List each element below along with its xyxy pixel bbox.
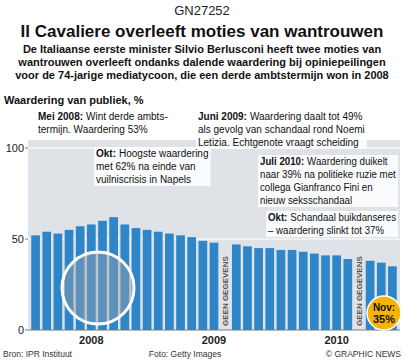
- title-group: Il Cavaliere overleeft moties van wantro…: [21, 22, 384, 41]
- annotation-line: Waardering daalt tot 49%: [250, 111, 363, 122]
- bar: [176, 235, 185, 330]
- callout-label: Nov:: [373, 302, 395, 313]
- source: Bron: IPR Instituut: [3, 349, 73, 359]
- annotation-text: Mei 2008:Wint derde ambts-termijn. Waard…: [38, 111, 168, 135]
- annotation-background: [258, 155, 398, 207]
- annotation: Juli 2010:Waardering duikelt naar 39% na …: [258, 155, 398, 207]
- credit: © GRAPHIC NEWS: [326, 349, 402, 359]
- bars: [31, 217, 397, 330]
- annotation-line: nieuw seksschandaal: [260, 195, 352, 206]
- annotation-label: Okt:: [268, 212, 287, 223]
- subtitle: De Italiaanse eerste minister Silvio Ber…: [23, 43, 382, 55]
- annotation-background: [266, 211, 398, 237]
- annotation-background: [94, 147, 211, 186]
- bar: [187, 237, 196, 330]
- callout-circle: [367, 296, 401, 330]
- bar: [143, 230, 152, 330]
- bar: [321, 255, 330, 330]
- subtitle: wantrouwen overleeft ondanks dalende waa…: [17, 56, 386, 68]
- annotation-line: termijn. Waardering 53%: [38, 124, 148, 135]
- annotation-line: Wint derde ambts-: [86, 111, 168, 122]
- annotation-text: Okt:Hoogste waardering met 62% na einde v…: [96, 148, 209, 185]
- bar: [277, 250, 286, 330]
- annotation: Mei 2008:Wint derde ambts-termijn. Waard…: [36, 110, 170, 136]
- bar: [31, 235, 40, 330]
- annotation-label: Juli 2010:: [260, 156, 304, 167]
- annotation-line: naar 39% na politieke ruzie met: [260, 169, 396, 180]
- grid-line: [28, 329, 400, 330]
- bar: [165, 234, 174, 330]
- photo: [62, 252, 134, 324]
- chart: GN27252 Il Cavaliere overleeft moties van…: [0, 0, 404, 361]
- no-data-label: GEEN GEGEVENS: [355, 256, 364, 326]
- annotation: Okt:Hoogste waardering met 62% na einde v…: [94, 147, 211, 186]
- bar: [343, 259, 352, 330]
- bar: [232, 244, 241, 330]
- y-tick-label: 0: [18, 324, 24, 336]
- bar: [42, 232, 51, 330]
- annotation-line: Letizia. Echtgenote vraagt scheiding: [198, 137, 359, 148]
- annotation-text: Juni 2009:Waardering daalt tot 49% als ge…: [198, 111, 365, 148]
- annotation-background: [36, 110, 170, 136]
- bar: [299, 252, 308, 330]
- annotation-line: met 62% na einde van: [96, 161, 196, 172]
- annotation-label: Mei 2008:: [38, 111, 83, 122]
- annotation-line: Waardering duikelt: [307, 156, 388, 167]
- bar: [243, 246, 252, 330]
- photo-credit: Foto: Getty Images: [149, 349, 221, 359]
- annotation-text: Okt:Schandaal buikdanseres – waardering s…: [268, 212, 396, 236]
- y-tick: [25, 239, 28, 240]
- bar: [154, 232, 163, 330]
- annotation-text: Juli 2010:Waardering duikelt naar 39% na …: [260, 156, 396, 206]
- subtitle: voor de 74-jarige mediatycoon, die een d…: [15, 69, 389, 81]
- y-tick-label: 50: [12, 233, 24, 245]
- y-tick-label: 100: [6, 142, 24, 154]
- bar: [198, 241, 207, 330]
- bar: [210, 243, 219, 330]
- annotation-background: [196, 110, 367, 149]
- annotation-label: Okt:: [96, 148, 116, 159]
- annotation: Juni 2009:Waardering daalt tot 49% als ge…: [196, 110, 367, 149]
- annotation-line: collega Gianfranco Fini en: [260, 182, 373, 193]
- title: Il Cavaliere overleeft moties van wantro…: [21, 22, 384, 41]
- bar: [265, 248, 274, 330]
- bar: [332, 255, 341, 330]
- annotation-line: – waardering slinkt tot 37%: [268, 225, 384, 236]
- plot-panel: [28, 140, 400, 330]
- annotation-label: Juni 2009:: [198, 111, 247, 122]
- subtitle-group: De Italiaanse eerste minister Silvio Ber…: [15, 43, 389, 81]
- callout-value: 35%: [373, 313, 395, 325]
- header: GN27252: [174, 3, 230, 18]
- no-data-label: GEEN GEGEVENS: [221, 256, 230, 326]
- y-axis-label: Waardering van publiek, %: [4, 94, 144, 106]
- background: [0, 0, 404, 361]
- bar: [254, 248, 263, 330]
- x-axis-line: [28, 330, 400, 331]
- y-tick: [25, 330, 28, 331]
- annotation: Okt:Schandaal buikdanseres – waardering s…: [266, 211, 398, 237]
- x-tick-label: 2008: [79, 334, 103, 346]
- bar: [288, 250, 297, 330]
- x-tick-label: 2009: [202, 334, 226, 346]
- annotation-line: Hoogste waardering: [119, 148, 209, 159]
- bar: [54, 234, 63, 330]
- annotation-line: vuilniscrisis in Napels: [96, 174, 191, 185]
- y-tick: [25, 148, 28, 149]
- annotation-line: als gevolg van schandaal rond Noemi: [198, 124, 365, 135]
- bar: [310, 254, 319, 330]
- x-tick-label: 2010: [324, 334, 348, 346]
- annotation-line: Schandaal buikdanseres: [290, 212, 396, 223]
